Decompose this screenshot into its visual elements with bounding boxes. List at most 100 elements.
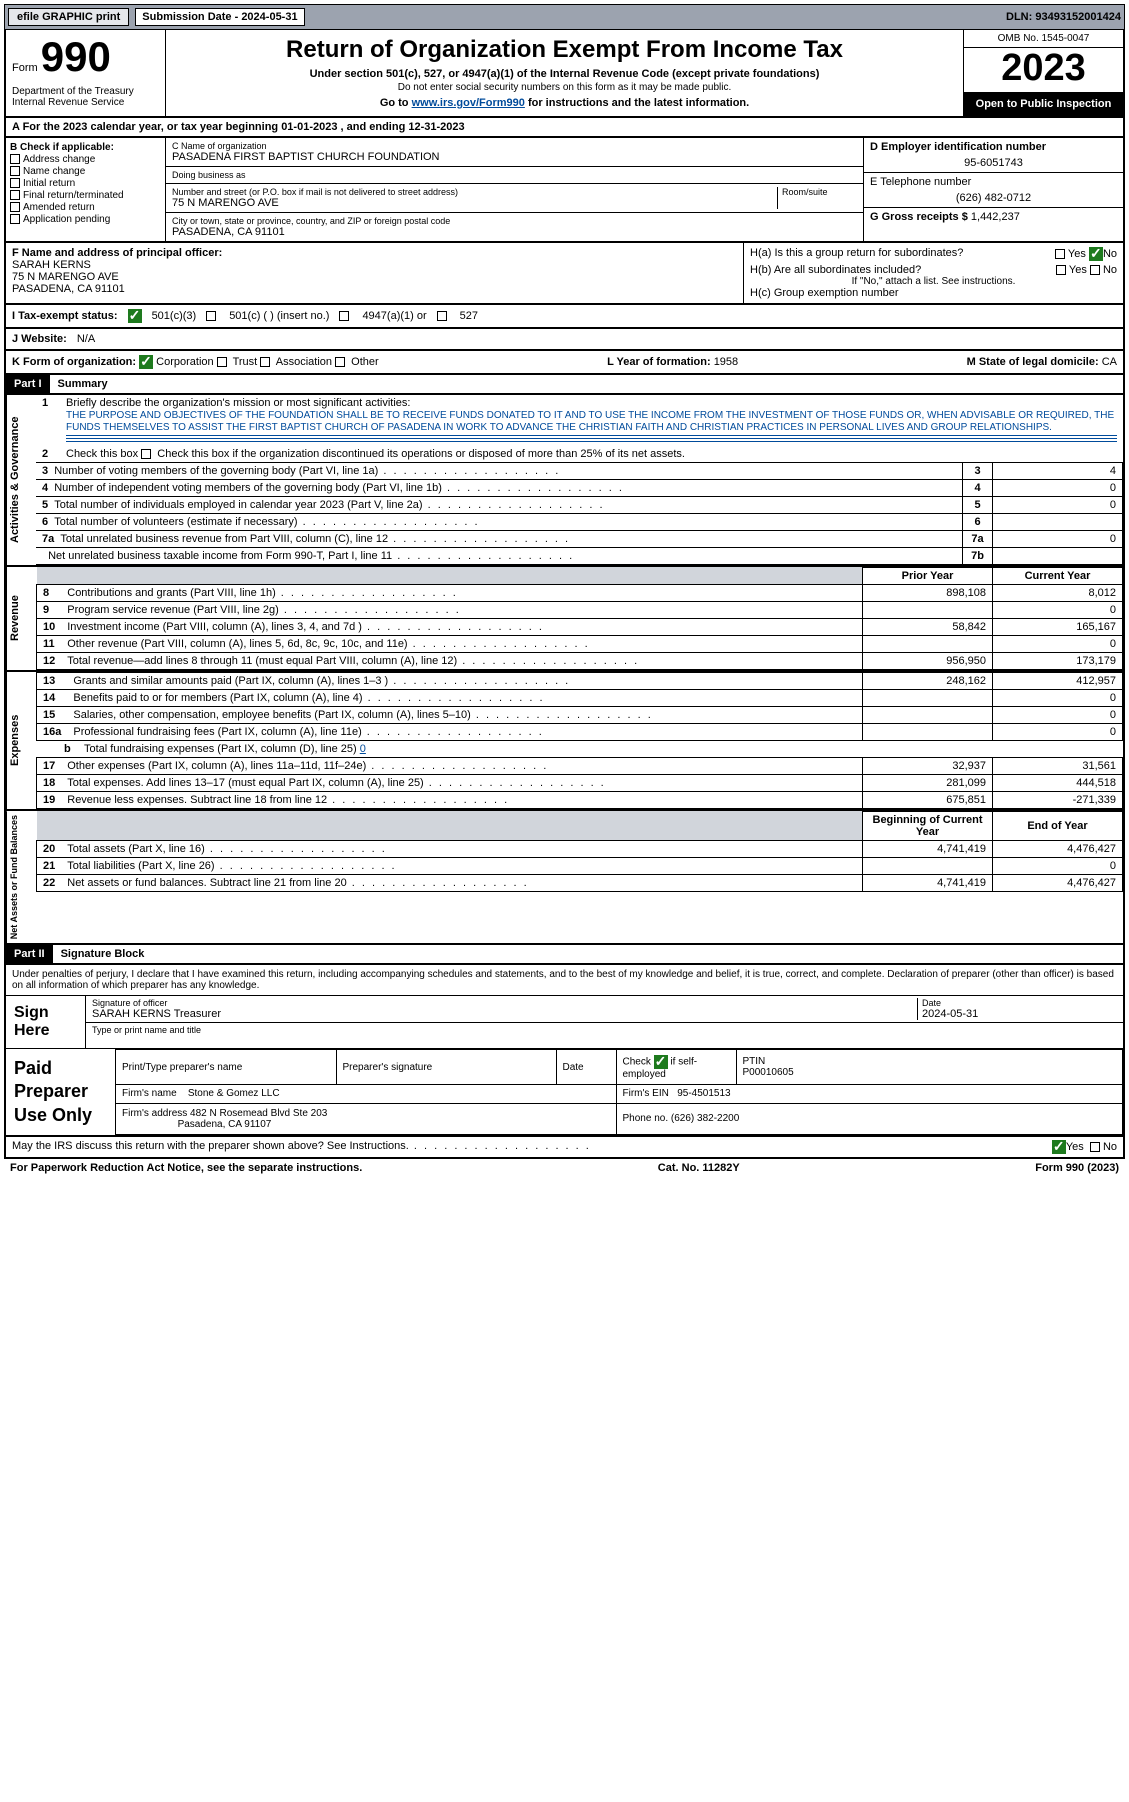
firm-addr-label: Firm's address xyxy=(122,1108,187,1119)
opt-527: 527 xyxy=(460,310,478,322)
check-amended-return[interactable]: Amended return xyxy=(10,202,161,213)
section-deg: D Employer identification number 95-6051… xyxy=(863,138,1123,241)
prep-name-label: Print/Type preparer's name xyxy=(122,1062,242,1073)
blank-line-2 xyxy=(66,438,1117,439)
527-checkbox[interactable] xyxy=(437,311,447,321)
cat-no: Cat. No. 11282Y xyxy=(658,1162,740,1174)
table-row: 13Grants and similar amounts paid (Part … xyxy=(37,672,1123,689)
expenses-block: Expenses 13Grants and similar amounts pa… xyxy=(4,672,1125,811)
part-1-title: Summary xyxy=(58,378,108,390)
line2-label: Check this box Check this box if the org… xyxy=(66,448,1117,460)
opt-corp: Corporation xyxy=(156,356,213,368)
table-row: 12Total revenue—add lines 8 through 11 (… xyxy=(37,652,1123,669)
hb-no-checkbox[interactable] xyxy=(1090,265,1100,275)
discuss-no: No xyxy=(1103,1141,1117,1153)
state-domicile: CA xyxy=(1102,356,1117,368)
opt-4947: 4947(a)(1) or xyxy=(362,310,426,322)
prep-sig-label: Preparer's signature xyxy=(343,1062,433,1073)
firm-name: Stone & Gomez LLC xyxy=(188,1088,280,1099)
form-prefix: Form xyxy=(12,62,38,74)
tab-net-assets: Net Assets or Fund Balances xyxy=(6,811,36,943)
table-row: 22Net assets or fund balances. Subtract … xyxy=(37,874,1123,891)
part-2-badge: Part II xyxy=(6,945,53,963)
section-bcd: B Check if applicable: Address change Na… xyxy=(4,138,1125,243)
table-row: 6 Total number of volunteers (estimate i… xyxy=(36,513,1123,530)
dba-label: Doing business as xyxy=(172,170,857,180)
net-assets-block: Net Assets or Fund Balances Beginning of… xyxy=(4,811,1125,945)
other-checkbox[interactable] xyxy=(335,357,345,367)
table-row: 15Salaries, other compensation, employee… xyxy=(37,706,1123,723)
ptin-label: PTIN xyxy=(743,1056,766,1067)
check-application-pending[interactable]: Application pending xyxy=(10,214,161,225)
line2-checkbox[interactable] xyxy=(141,449,151,459)
501c-checkbox[interactable] xyxy=(206,311,216,321)
self-employed-checkbox[interactable] xyxy=(654,1055,668,1069)
room-label: Room/suite xyxy=(782,187,857,197)
table-row: 8Contributions and grants (Part VIII, li… xyxy=(37,584,1123,601)
gross-label: G Gross receipts $ xyxy=(870,211,968,223)
paid-preparer-label: Paid Preparer Use Only xyxy=(6,1049,116,1135)
firm-addr2: Pasadena, CA 91107 xyxy=(178,1119,272,1130)
opt-501c: 501(c) ( ) (insert no.) xyxy=(229,310,329,322)
corp-checkbox[interactable] xyxy=(139,355,153,369)
ein-value: 95-6051743 xyxy=(870,157,1117,169)
governance-block: Activities & Governance 1 Briefly descri… xyxy=(4,395,1125,567)
section-b-heading: B Check if applicable: xyxy=(10,142,161,153)
assoc-checkbox[interactable] xyxy=(260,357,270,367)
mission-text: THE PURPOSE AND OBJECTIVES OF THE FOUNDA… xyxy=(66,410,1114,433)
officer-signature: SARAH KERNS Treasurer xyxy=(92,1008,917,1020)
trust-checkbox[interactable] xyxy=(217,357,227,367)
hb-yes: Yes xyxy=(1069,264,1087,276)
officer-addr2: PASADENA, CA 91101 xyxy=(12,283,737,295)
col-current-year: Current Year xyxy=(993,567,1123,584)
section-klm: K Form of organization: Corporation Trus… xyxy=(4,351,1125,375)
org-name: PASADENA FIRST BAPTIST CHURCH FOUNDATION xyxy=(172,151,857,163)
efile-print-button[interactable]: efile GRAPHIC print xyxy=(8,8,129,26)
opt-trust: Trust xyxy=(233,356,258,368)
state-domicile-label: M State of legal domicile: xyxy=(967,356,1099,368)
year-formation: 1958 xyxy=(714,356,738,368)
revenue-block: Revenue Prior Year Current Year 8Contrib… xyxy=(4,567,1125,672)
addr-label: Number and street (or P.O. box if mail i… xyxy=(172,187,777,197)
signature-block: Under penalties of perjury, I declare th… xyxy=(4,965,1125,1137)
501c3-checkbox[interactable] xyxy=(128,309,142,323)
ha-label: H(a) Is this a group return for subordin… xyxy=(750,247,963,261)
check-address-change[interactable]: Address change xyxy=(10,154,161,165)
line16b-value[interactable]: 0 xyxy=(360,743,366,755)
table-row: 9Program service revenue (Part VIII, lin… xyxy=(37,601,1123,618)
irs-link[interactable]: www.irs.gov/Form990 xyxy=(412,97,525,109)
check-initial-return[interactable]: Initial return xyxy=(10,178,161,189)
firm-phone-label: Phone no. xyxy=(623,1113,669,1124)
top-bar: efile GRAPHIC print Submission Date - 20… xyxy=(4,4,1125,30)
blank-line-3 xyxy=(66,441,1117,442)
ssn-note: Do not enter social security numbers on … xyxy=(172,82,957,93)
check-final-return[interactable]: Final return/terminated xyxy=(10,190,161,201)
col-eoy: End of Year xyxy=(993,811,1123,840)
net-assets-table: Beginning of Current Year End of Year 20… xyxy=(36,811,1123,892)
check-name-change[interactable]: Name change xyxy=(10,166,161,177)
ha-no-checkbox[interactable] xyxy=(1089,247,1103,261)
4947-checkbox[interactable] xyxy=(339,311,349,321)
table-row: 14Benefits paid to or for members (Part … xyxy=(37,689,1123,706)
table-row: 21Total liabilities (Part X, line 26)0 xyxy=(37,857,1123,874)
discuss-yes-checkbox[interactable] xyxy=(1052,1140,1066,1154)
sign-here-label: Sign Here xyxy=(6,996,86,1048)
website-value: N/A xyxy=(77,333,95,345)
org-name-label: C Name of organization xyxy=(172,141,857,151)
form-header: Form 990 Department of the Treasury Inte… xyxy=(4,30,1125,118)
form-title: Return of Organization Exempt From Incom… xyxy=(172,36,957,64)
hb-yes-checkbox[interactable] xyxy=(1056,265,1066,275)
discuss-text: May the IRS discuss this return with the… xyxy=(12,1140,591,1154)
table-row: 5 Total number of individuals employed i… xyxy=(36,496,1123,513)
page-footer: For Paperwork Reduction Act Notice, see … xyxy=(4,1159,1125,1177)
ha-yes-checkbox[interactable] xyxy=(1055,249,1065,259)
discuss-no-checkbox[interactable] xyxy=(1090,1142,1100,1152)
blank-line-1 xyxy=(66,435,1117,436)
hc-label: H(c) Group exemption number xyxy=(750,287,1117,299)
preparer-table: Print/Type preparer's name Preparer's si… xyxy=(116,1049,1123,1135)
firm-addr1: 482 N Rosemead Blvd Ste 203 xyxy=(190,1108,327,1119)
tax-year: 2023 xyxy=(964,48,1123,90)
sig-officer-label: Signature of officer xyxy=(92,998,917,1008)
hb-label: H(b) Are all subordinates included? xyxy=(750,264,921,276)
part-2-title: Signature Block xyxy=(61,948,145,960)
